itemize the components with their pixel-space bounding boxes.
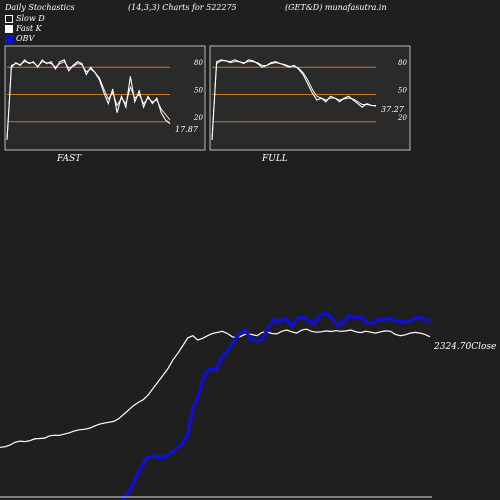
full-series-group [211,59,377,141]
full-level-lines: 80 50 20 [212,59,407,123]
chart-title: Daily Stochastics [5,3,75,12]
close-price-label: 2324.70Close [434,342,497,352]
fast-tick-label-50: 50 [194,87,203,95]
obv-line [118,311,431,500]
fast-tick-label-20: 20 [193,114,203,122]
legend-label-obv: OBV [16,34,35,43]
full-panel-label: FULL [262,154,288,164]
lower-series-group [0,311,432,500]
legend-label-slow-d: Slow D [16,14,45,23]
fast-level-lines: 80 50 20 [7,59,203,123]
fast-last-value: 17.87 [175,125,199,134]
legend-swatch-slow-d [5,14,13,23]
legend-slow-d: Slow D [5,14,45,23]
legend-swatch-fast-k [5,24,13,33]
full-tick-label-50: 50 [398,87,407,95]
fast-panel-label: FAST [57,154,82,164]
fast-tick-label-80: 80 [194,59,203,67]
legend-swatch-obv [5,34,13,43]
legend-obv: OBV [5,34,34,43]
full-last-value: 37.27 [381,105,405,114]
full-tick-label-20: 20 [397,114,407,122]
full-tick-label-80: 80 [398,59,407,67]
fast-series-group [6,59,171,141]
legend-fast-k: Fast K [5,24,42,33]
full-series-line-1 [211,60,376,141]
price-line [0,328,431,448]
chart-params: (14,3,3) Charts for 522275 [128,3,237,12]
chart-symbol: (GET&D) munafasutra.in [285,3,387,12]
fast-series-line-1 [6,61,171,141]
fast-panel-frame [4,45,206,151]
legend-label-fast-k: Fast K [16,24,42,33]
